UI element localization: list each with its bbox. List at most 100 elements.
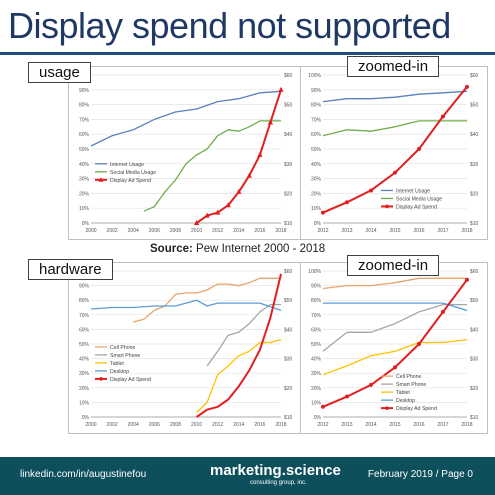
chart-tag-hardware-zoomed: zoomed-in — [347, 255, 440, 276]
x-tick-label: 2008 — [170, 422, 181, 428]
y-tick-label: 70% — [79, 117, 90, 123]
data-point — [393, 170, 397, 175]
x-tick-label: 2014 — [365, 228, 376, 234]
legend-label: Display Ad Spend — [396, 204, 437, 210]
data-point — [465, 84, 469, 89]
y-tick-label: 0% — [314, 221, 322, 227]
data-point — [345, 394, 349, 399]
y-tick-label: 60% — [311, 132, 322, 138]
y2-tick-label: $30 — [284, 162, 293, 168]
data-point — [215, 209, 221, 215]
y-tick-label: 10% — [79, 400, 90, 406]
y2-tick-label: $20 — [284, 386, 293, 392]
x-tick-label: 2018 — [275, 228, 286, 234]
chart-hardware: 0%10%20%30%40%50%60%70%80%90%100%$10$20$… — [76, 269, 293, 428]
y-tick-label: 50% — [311, 147, 322, 153]
y2-tick-label: $40 — [470, 132, 479, 138]
y-tick-label: 50% — [79, 147, 90, 153]
y-tick-label: 90% — [79, 284, 90, 290]
x-tick-label: 2018 — [275, 422, 286, 428]
y-tick-label: 90% — [311, 284, 322, 290]
series-line-internet-usage — [322, 90, 468, 103]
series-line-smart-phone — [322, 303, 467, 352]
y-tick-label: 20% — [311, 191, 322, 197]
x-tick-label: 2008 — [170, 228, 181, 234]
legend-marker — [385, 204, 389, 209]
series-line-desktop — [323, 302, 468, 312]
legend-label: Display Ad Spend — [110, 377, 151, 383]
data-point — [246, 172, 252, 178]
legend-label: Smart Phone — [396, 382, 426, 388]
chart-tag-hardware: hardware — [28, 259, 113, 280]
chart-panel-hardware-zoomed: 0% 10% 20% 30% 40% 50% 60% 70% 80% 90% 100% $10 $20 $… — [300, 262, 488, 434]
footer-linkedin[interactable]: linkedin.com/in/augustinefou — [20, 469, 147, 480]
y2-tick-label: $30 — [470, 357, 479, 363]
y-tick-label: 70% — [311, 117, 322, 123]
data-point — [193, 220, 200, 225]
y2-tick-label: $40 — [470, 327, 479, 333]
y-tick-label: 90% — [311, 88, 322, 94]
source-note: Source: Pew Internet 2000 - 2018 — [150, 243, 325, 255]
x-tick-label: 2012 — [212, 228, 223, 234]
data-point — [225, 202, 231, 208]
chart-hardware-zoomed: 0% 10% 20% 30% 40% 50% 60% 70% 80% 90% 100% $10 $20 $… — [308, 269, 479, 428]
data-point — [321, 210, 325, 215]
data-point — [465, 277, 469, 282]
x-tick-label: 2016 — [254, 422, 265, 428]
legend-label: Desktop — [110, 369, 129, 375]
legend-label: Tablet — [110, 361, 124, 367]
legend-label: Cell Phone — [396, 374, 421, 380]
y2-tick-label: $30 — [284, 357, 293, 363]
y2-tick-label: $60 — [284, 73, 293, 79]
footer-brand-sub: consulting group, inc. — [250, 480, 307, 486]
y-tick-label: 50% — [311, 342, 322, 348]
x-tick-label: 2006 — [149, 422, 160, 428]
y-tick-label: 60% — [79, 327, 90, 333]
data-point — [267, 119, 274, 125]
legend-marker — [98, 177, 104, 182]
y-tick-label: 0% — [82, 415, 90, 421]
footer-brand: marketing.science — [210, 462, 341, 479]
y-tick-label: 20% — [79, 386, 90, 392]
legend-label: Cell Phone — [110, 345, 135, 351]
y2-tick-label: $50 — [470, 103, 479, 109]
data-point — [369, 188, 373, 193]
chart-panel-usage-zoomed: 0% 10% 20% 30% 40% 50% 60% 70% 80% 90% 100% $10 $20 $… — [300, 66, 488, 240]
data-point — [369, 382, 373, 387]
y-tick-label: 30% — [311, 177, 322, 183]
y-tick-label: 80% — [311, 103, 322, 109]
y-tick-label: 80% — [79, 298, 90, 304]
y2-tick-label: $60 — [470, 73, 479, 79]
y-tick-label: 0% — [314, 415, 322, 421]
y-tick-label: 100% — [308, 73, 321, 79]
legend-label: Desktop — [396, 398, 415, 404]
x-tick-label: 2018 — [461, 228, 472, 234]
x-tick-label: 2010 — [191, 422, 202, 428]
source-text: Pew Internet 2000 - 2018 — [196, 243, 326, 255]
y-tick-label: 70% — [311, 313, 322, 319]
series-line-display-ad-spend — [196, 273, 282, 418]
data-point — [417, 147, 421, 151]
data-point — [321, 404, 325, 409]
x-tick-label: 2015 — [389, 422, 400, 428]
y-tick-label: 80% — [311, 298, 322, 304]
y2-tick-label: $10 — [284, 415, 293, 421]
x-tick-label: 2016 — [413, 422, 424, 428]
y-tick-label: 90% — [79, 88, 90, 94]
data-point — [204, 212, 210, 218]
series-line-tablet — [322, 338, 468, 376]
y2-tick-label: $20 — [470, 191, 479, 197]
series-line-cell-phone — [133, 277, 281, 323]
y-tick-label: 40% — [79, 162, 90, 168]
data-point — [345, 200, 349, 205]
source-label: Source: — [150, 243, 193, 255]
x-tick-label: 2002 — [107, 228, 118, 234]
series-line-tablet — [196, 338, 282, 414]
y-tick-label: 40% — [79, 357, 90, 363]
legend-label: Social Media Usage — [110, 170, 156, 176]
y-tick-label: 0% — [82, 221, 90, 227]
series-line-social-media-usage — [322, 120, 467, 137]
x-tick-label: 2010 — [191, 228, 202, 234]
legend-label: Smart Phone — [110, 353, 140, 359]
y-tick-label: 20% — [311, 386, 322, 392]
